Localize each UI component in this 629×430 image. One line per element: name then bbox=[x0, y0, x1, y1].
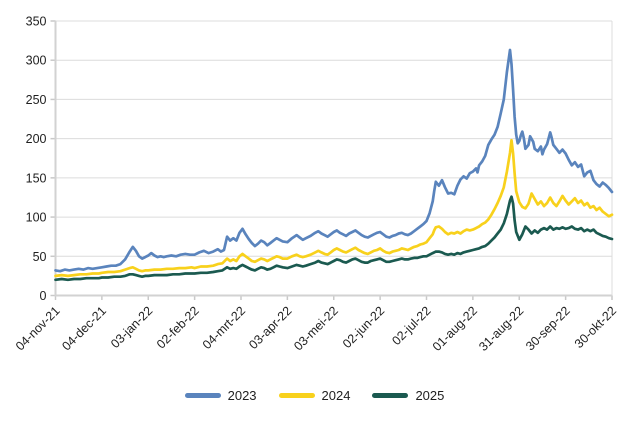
y-axis-label: 150 bbox=[26, 171, 47, 185]
legend-item-2023: 2023 bbox=[184, 388, 257, 403]
x-axis-label: 04-nov-21 bbox=[13, 304, 63, 354]
series-line-2023 bbox=[54, 48, 614, 273]
x-axis-label: 02-feb-22 bbox=[154, 304, 202, 352]
legend-item-2025: 2025 bbox=[372, 388, 444, 403]
legend-swatch-2025 bbox=[372, 393, 409, 398]
y-axis-label: 200 bbox=[26, 132, 47, 146]
y-axis-label: 0 bbox=[40, 289, 47, 303]
legend-label-2024: 2024 bbox=[321, 388, 351, 403]
x-axis-label: 31-aug-22 bbox=[476, 304, 526, 354]
x-axis-label: 01-aug-22 bbox=[430, 304, 480, 354]
x-axis-label: 02-jul-22 bbox=[389, 304, 433, 348]
x-axis-label: 03-apr-22 bbox=[246, 304, 294, 352]
x-axis-label: 30-sep-22 bbox=[523, 304, 573, 354]
series-line-2025 bbox=[54, 195, 614, 282]
x-axis-label: 03-mei-22 bbox=[291, 304, 341, 354]
legend-label-2025: 2025 bbox=[415, 388, 445, 403]
y-axis-label: 250 bbox=[26, 93, 47, 107]
legend-swatch-2024 bbox=[278, 393, 315, 398]
y-axis-label: 50 bbox=[33, 250, 47, 264]
y-axis-label: 300 bbox=[26, 54, 47, 68]
x-axis-label: 03-jan-22 bbox=[108, 304, 155, 351]
x-axis-label: 30-okt-22 bbox=[572, 304, 619, 351]
x-axis-label: 04-mrt-22 bbox=[200, 304, 248, 352]
series-line-2024 bbox=[54, 138, 614, 278]
x-axis-label: 02-jun-22 bbox=[340, 304, 387, 351]
legend-item-2024: 2024 bbox=[278, 388, 351, 403]
y-axis-label: 100 bbox=[26, 211, 47, 225]
legend-label-2023: 2023 bbox=[227, 388, 257, 403]
legend-swatch-2023 bbox=[184, 393, 221, 398]
y-axis-label: 350 bbox=[26, 15, 47, 29]
x-axis-label: 04-dec-21 bbox=[59, 304, 109, 354]
legend: 2023 2024 2025 bbox=[0, 388, 629, 403]
